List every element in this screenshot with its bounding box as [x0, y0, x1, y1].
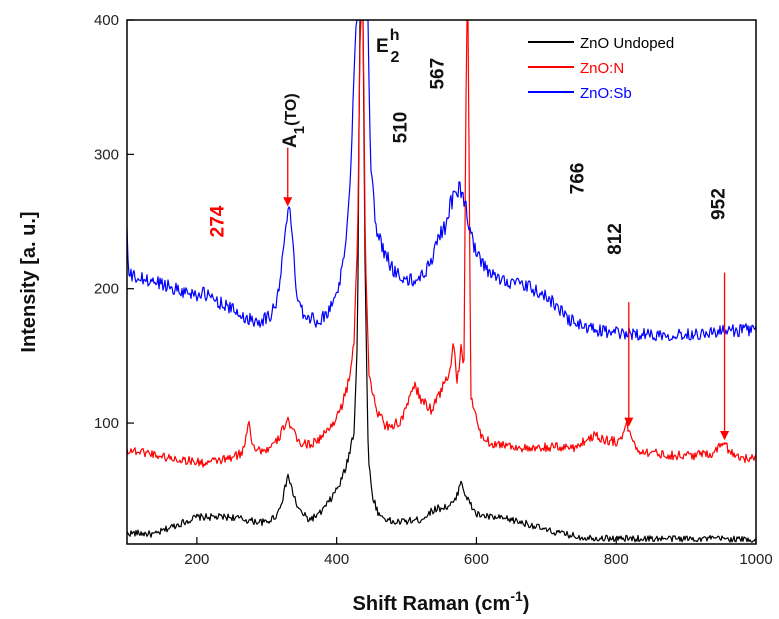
- x-tick-label-0: 200: [184, 551, 209, 568]
- series-line-2: [127, 20, 756, 342]
- series-line-0: [127, 20, 756, 543]
- peak-label-952: 952: [709, 188, 730, 220]
- x-tick-label-2: 600: [464, 551, 489, 568]
- a1-to-label: A1(TO): [280, 93, 308, 148]
- peak-label-766: 766: [567, 163, 588, 195]
- legend-label-sb: ZnO:Sb: [580, 85, 632, 102]
- a1-sub: 1: [291, 126, 308, 134]
- plot-frame: [126, 19, 757, 545]
- y-tick-label-1: 200: [94, 281, 119, 298]
- a1-main: A: [280, 134, 301, 148]
- peak-label-567: 567: [428, 58, 449, 90]
- legend-label-undoped: ZnO Undoped: [580, 35, 674, 52]
- e2-sup: h: [390, 27, 400, 44]
- svg-text:Eh2: Eh 2: [376, 27, 399, 66]
- legend-background: [520, 21, 755, 103]
- ticks-layer: 200 400 600 800 1000 100 200 300 400: [94, 12, 773, 568]
- x-tick-label-1: 400: [324, 551, 349, 568]
- e2-sub: 2: [390, 49, 399, 66]
- y-tick-label-3: 400: [94, 12, 119, 29]
- peak-label-510: 510: [391, 112, 412, 144]
- plot-area: [127, 20, 756, 544]
- y-axis-title: Intensity [a. u.]: [18, 211, 40, 352]
- x-tick-label-3: 800: [604, 551, 629, 568]
- legend: ZnO Undoped ZnO:N ZnO:Sb: [520, 21, 755, 103]
- series-line-1: [127, 20, 756, 468]
- x-axis-title: Shift Raman (cm-1): [353, 588, 530, 615]
- e2h-label: Eh 2: [376, 27, 399, 66]
- svg-text:A1(TO): A1(TO): [280, 93, 308, 148]
- arrows-layer: [283, 147, 730, 441]
- e2-main: E: [376, 36, 389, 57]
- x-tick-label-4: 1000: [739, 551, 772, 568]
- y-tick-label-0: 100: [94, 415, 119, 432]
- peak-label-274: 274: [207, 205, 228, 237]
- peak-label-812: 812: [605, 223, 626, 255]
- legend-label-n: ZnO:N: [580, 60, 624, 77]
- y-tick-label-2: 300: [94, 146, 119, 163]
- a1-paren: (TO): [283, 93, 300, 126]
- annotations-layer: 274 510 567 766 812 952: [207, 58, 729, 255]
- series-layer: [127, 20, 756, 543]
